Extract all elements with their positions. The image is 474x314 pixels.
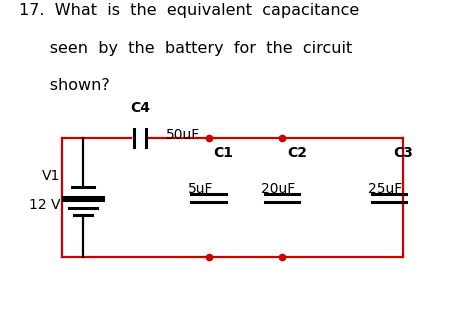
Text: C2: C2 [287, 146, 307, 160]
Text: 25uF: 25uF [368, 182, 402, 196]
Text: 50uF: 50uF [166, 128, 200, 142]
Text: C4: C4 [130, 100, 150, 115]
Text: C1: C1 [213, 146, 233, 160]
Text: 20uF: 20uF [261, 182, 295, 196]
Text: C3: C3 [393, 146, 413, 160]
Text: 17.  What  is  the  equivalent  capacitance: 17. What is the equivalent capacitance [19, 3, 359, 18]
Text: seen  by  the  battery  for  the  circuit: seen by the battery for the circuit [19, 41, 352, 56]
Text: 12 V: 12 V [29, 198, 61, 212]
Text: 5uF: 5uF [188, 182, 213, 196]
Text: shown?: shown? [19, 78, 109, 94]
Text: V1: V1 [42, 169, 61, 183]
